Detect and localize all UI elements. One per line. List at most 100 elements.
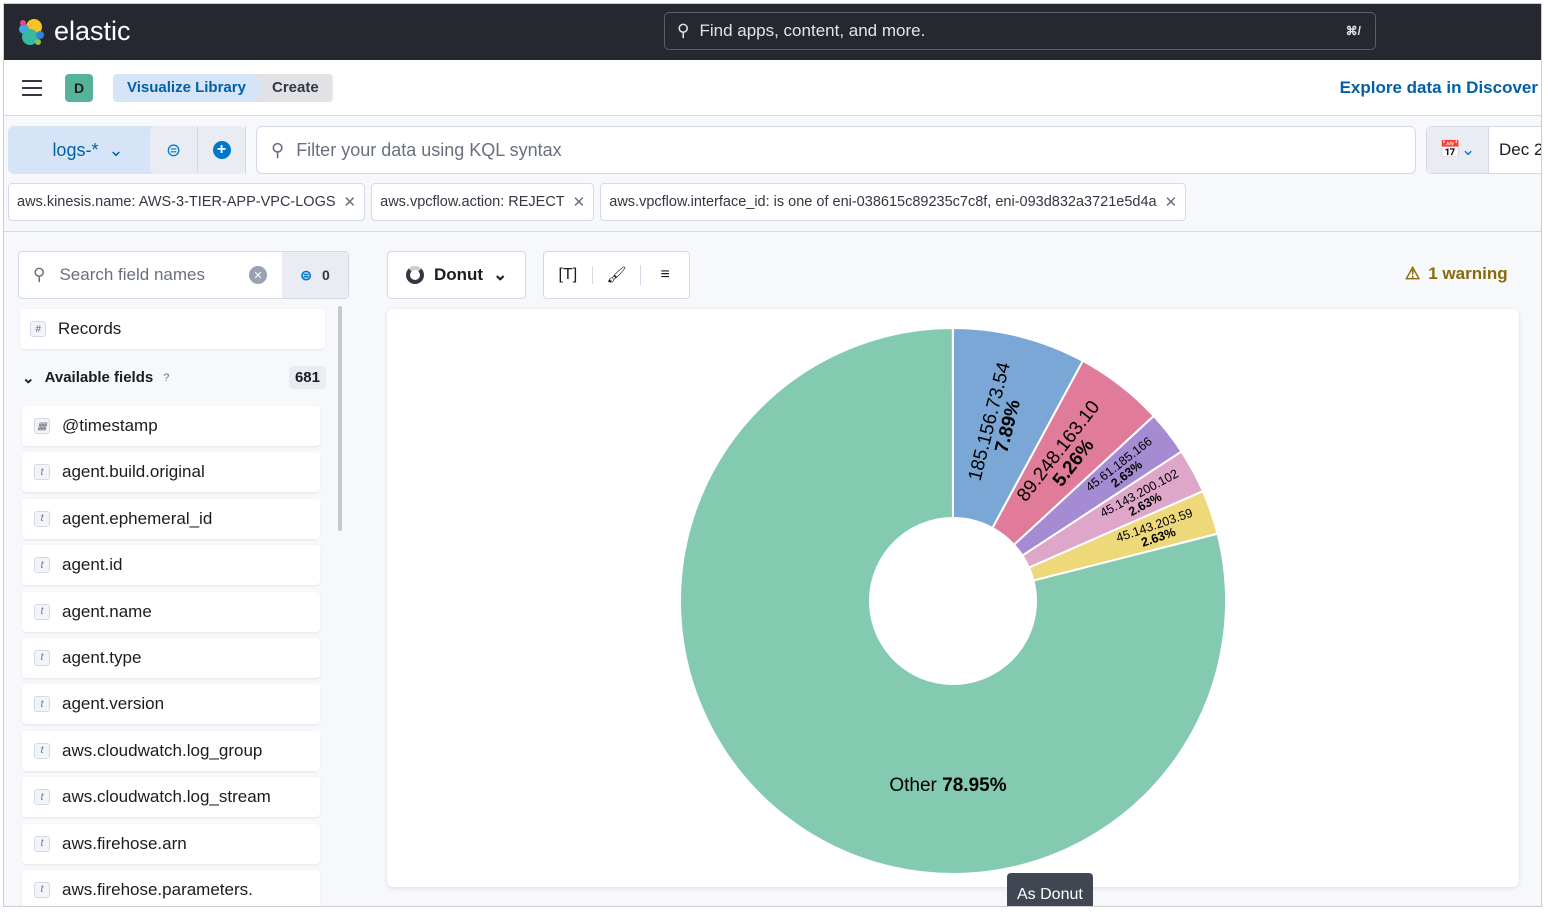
elastic-logo-icon [19, 18, 44, 45]
field-list-item[interactable]: t agent.name [22, 591, 320, 632]
search-placeholder: Find apps, content, and more. [699, 21, 926, 40]
shortcut-hint: ⌘/ [1345, 24, 1361, 38]
field-list-item[interactable]: t aws.cloudwatch.log_stream [22, 777, 320, 818]
hamburger-menu-icon[interactable] [22, 80, 42, 96]
filter-icon: ⊜ [300, 266, 312, 283]
slice-label: Other 78.95% [889, 775, 1006, 796]
warning-label: 1 warning [1428, 264, 1508, 283]
breadcrumb-visualize-library[interactable]: Visualize Library [113, 74, 264, 102]
close-icon[interactable]: ✕ [1164, 194, 1178, 211]
divider [4, 231, 1541, 232]
chevron-down-icon: ⌄ [22, 369, 35, 387]
app-window: elastic ⚲ Find apps, content, and more. … [3, 3, 1542, 907]
field-name: aws.cloudwatch.log_group [62, 740, 263, 760]
field-name: agent.type [62, 647, 142, 667]
filter-pill[interactable]: aws.kinesis.name: AWS-3-TIER-APP-VPC-LOG… [8, 183, 366, 221]
field-list-item[interactable]: t agent.build.original [22, 452, 320, 493]
date-picker[interactable]: 📅⌄ Dec 2 [1426, 126, 1542, 174]
breadcrumb-create: Create [254, 74, 333, 102]
field-list-item[interactable]: t aws.firehose.parameters. [22, 869, 320, 906]
field-name: aws.firehose.parameters. [62, 879, 253, 899]
field-list-item[interactable]: t agent.version [22, 684, 320, 725]
field-search-placeholder: Search field names [59, 265, 205, 284]
clear-icon[interactable]: ✕ [249, 266, 267, 284]
space-avatar[interactable]: D [65, 74, 93, 102]
warning-icon: ⚠ [1405, 264, 1421, 283]
kql-placeholder: Filter your data using KQL syntax [296, 139, 562, 160]
donut-icon [406, 266, 424, 284]
field-name: aws.firehose.arn [62, 833, 187, 853]
field-name: agent.ephemeral_id [62, 508, 213, 528]
field-list-item[interactable]: t agent.type [22, 637, 320, 678]
filter-bar: aws.kinesis.name: AWS-3-TIER-APP-VPC-LOG… [8, 183, 1187, 221]
tooltip: As Donut [1007, 873, 1093, 906]
kql-query-input[interactable]: ⚲ Filter your data using KQL syntax [256, 126, 1416, 174]
filter-count: 0 [321, 267, 330, 283]
string-type-icon: t [34, 649, 50, 666]
field-name: agent.build.original [62, 462, 205, 482]
string-type-icon: t [34, 603, 50, 620]
available-count: 681 [288, 366, 326, 389]
explore-discover-link[interactable]: Explore data in Discover [1339, 78, 1538, 97]
filter-label: aws.vpcflow.interface_id: is one of eni-… [609, 194, 1157, 210]
field-search-input[interactable]: ⚲ Search field names ✕ ⊜ 0 [18, 251, 349, 299]
breadcrumb-bar: D Visualize Library Create Explore data … [4, 60, 1541, 116]
close-icon[interactable]: ✕ [572, 194, 586, 211]
string-type-icon: t [34, 696, 50, 713]
filter-pill[interactable]: aws.vpcflow.interface_id: is one of eni-… [600, 183, 1187, 221]
records-field[interactable]: # Records [20, 309, 325, 349]
string-type-icon: t [34, 835, 50, 852]
field-list-item[interactable]: t agent.id [22, 545, 320, 586]
date-type-icon: ▦ [34, 418, 50, 434]
field-name: agent.id [62, 555, 123, 575]
help-icon: ? [163, 371, 170, 384]
add-filter-button[interactable]: + [198, 126, 246, 174]
search-icon: ⚲ [33, 265, 46, 284]
donut-chart[interactable]: 185.156.73.547.89%89.248.163.105.26%45.6… [387, 309, 1519, 887]
available-fields-toggle[interactable]: ⌄ Available fields? 681 [22, 366, 326, 389]
filter-label: aws.vpcflow.action: REJECT [380, 194, 565, 210]
chart-type-selector[interactable]: Donut ⌄ [387, 251, 527, 299]
field-list-item[interactable]: t agent.ephemeral_id [22, 498, 320, 539]
number-type-icon: # [30, 321, 46, 337]
chart-options-group: [T] 🖌 ≡ [543, 251, 690, 299]
field-name: agent.name [62, 601, 152, 621]
chart-panel: 185.156.73.547.89% 89.248.163.105.26% 45.6… [387, 309, 1519, 887]
search-icon: ⚲ [677, 21, 690, 40]
string-type-icon: t [34, 557, 50, 574]
paintbrush-icon[interactable]: 🖌 [593, 265, 642, 285]
global-search-input[interactable]: ⚲ Find apps, content, and more. ⌘/ [664, 12, 1376, 50]
string-type-icon: t [34, 464, 50, 481]
filter-icon: ⊜ [165, 139, 182, 160]
field-name: Records [58, 319, 122, 338]
string-type-icon: t [34, 742, 50, 759]
plus-circle-icon: + [212, 141, 231, 159]
sidebar-scrollbar[interactable] [338, 306, 342, 531]
field-list-item[interactable]: t aws.cloudwatch.log_group [22, 730, 320, 771]
top-header: elastic ⚲ Find apps, content, and more. … [4, 4, 1541, 60]
string-type-icon: t [34, 789, 50, 806]
string-type-icon: t [34, 881, 50, 898]
field-filter-button[interactable]: ⊜ 0 [282, 252, 348, 298]
available-label: Available fields [44, 369, 154, 386]
field-name: @timestamp [62, 416, 158, 435]
labels-icon[interactable]: [T] [544, 266, 593, 284]
data-view-selector[interactable]: logs-* ⌄ [8, 126, 168, 174]
legend-icon[interactable]: ≡ [660, 266, 670, 283]
filter-pill[interactable]: aws.vpcflow.action: REJECT ✕ [371, 183, 595, 221]
date-start[interactable]: Dec 2 [1499, 140, 1542, 159]
filter-label: aws.kinesis.name: AWS-3-TIER-APP-VPC-LOG… [17, 194, 336, 210]
filter-menu-button[interactable]: ⊜ [150, 126, 198, 174]
field-name: agent.version [62, 694, 165, 714]
data-view-label: logs-* [52, 139, 99, 160]
field-list-item[interactable]: t aws.firehose.arn [22, 823, 320, 864]
warning-button[interactable]: ⚠ 1 warning [1405, 264, 1508, 284]
donut-slice[interactable] [679, 326, 1227, 875]
close-icon[interactable]: ✕ [343, 194, 357, 211]
chart-type-label: Donut [434, 265, 484, 284]
elastic-logo[interactable]: elastic [16, 16, 131, 47]
string-type-icon: t [34, 510, 50, 527]
brand-name: elastic [54, 16, 131, 46]
calendar-icon[interactable]: 📅⌄ [1427, 127, 1489, 173]
field-list-item[interactable]: ▦ @timestamp [22, 406, 320, 446]
